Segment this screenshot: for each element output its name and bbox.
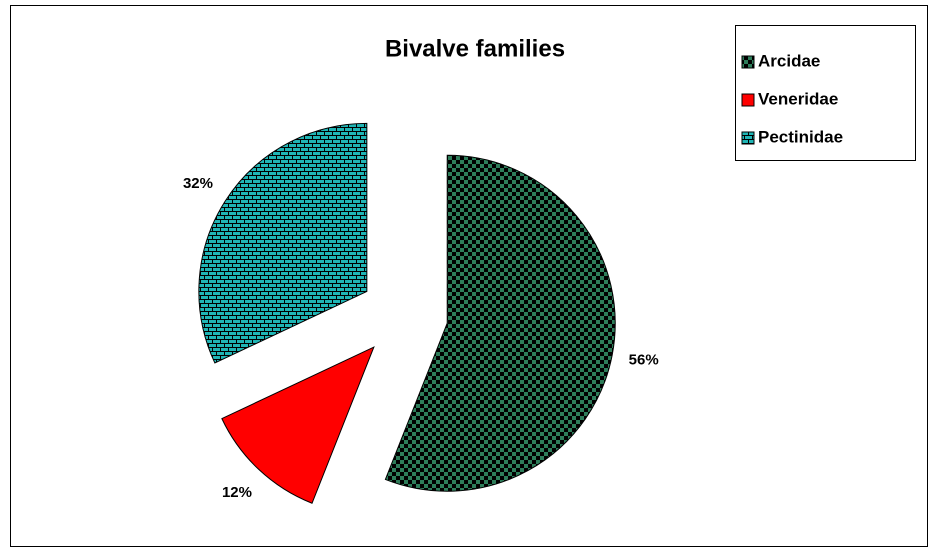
chart-title: Bivalve families <box>385 35 565 62</box>
legend-label: Veneridae <box>758 89 838 108</box>
legend-swatch <box>741 93 755 107</box>
legend-swatch <box>741 55 755 69</box>
legend-box <box>735 25 916 161</box>
data-label: 12% <box>222 484 252 501</box>
data-label: 32% <box>183 175 213 192</box>
data-label: 56% <box>629 352 659 369</box>
legend-label: Arcidae <box>758 51 820 70</box>
legend-swatch <box>741 131 755 145</box>
legend-label: Pectinidae <box>758 127 843 146</box>
pie-slice <box>221 346 375 504</box>
pie-slice <box>198 122 368 364</box>
pie-slice <box>384 154 616 492</box>
